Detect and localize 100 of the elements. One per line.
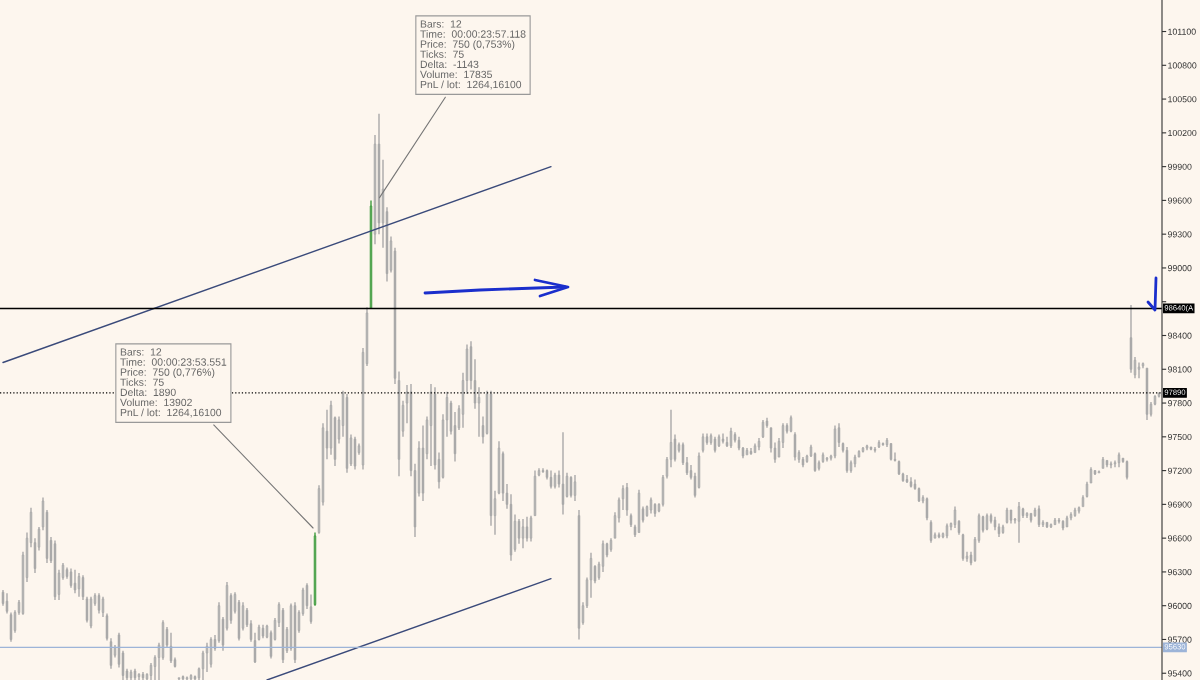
- candlestick: [317, 484, 321, 535]
- y-tick-label: 97200: [1167, 467, 1192, 474]
- y-tick-label: 95400: [1167, 670, 1192, 677]
- candlestick: [953, 505, 957, 529]
- candlestick: [273, 617, 277, 642]
- candlestick: [701, 432, 705, 454]
- candlestick: [425, 415, 429, 461]
- candlestick: [973, 536, 977, 563]
- y-tick-label: 100800: [1168, 62, 1197, 69]
- candlestick: [617, 496, 621, 524]
- candlestick: [153, 654, 157, 680]
- candlestick: [1153, 394, 1157, 406]
- candlestick: [77, 572, 81, 598]
- y-tick-label: 100200: [1168, 129, 1197, 137]
- candlestick: [277, 601, 281, 628]
- candlestick: [29, 507, 33, 548]
- candlestick: [161, 619, 165, 661]
- y-tick-label: 99900: [1167, 163, 1192, 170]
- candlestick: [177, 677, 181, 680]
- candlestick: [313, 531, 317, 607]
- candlestick: [233, 591, 237, 615]
- candlestick: [497, 440, 501, 495]
- candlestick: [57, 568, 61, 601]
- candlestick: [669, 409, 673, 468]
- candlestick: [461, 371, 465, 429]
- candlestick: [833, 424, 837, 459]
- candlestick: [197, 666, 201, 680]
- candlestick: [985, 512, 989, 531]
- candlestick: [25, 531, 29, 583]
- candlestick: [581, 601, 585, 626]
- candlestick: [553, 472, 557, 490]
- candlestick: [389, 235, 393, 274]
- candlestick: [265, 624, 269, 640]
- candlestick: [1133, 356, 1137, 379]
- candlestick: [289, 602, 293, 652]
- candlestick: [1117, 451, 1121, 468]
- y-tick-label: 96000: [1167, 602, 1192, 609]
- candlestick: [601, 539, 605, 573]
- candlestick: [649, 496, 653, 515]
- candlestick: [781, 422, 785, 449]
- y-tick-label: 95700: [1167, 636, 1192, 643]
- candlestick: [373, 134, 377, 245]
- y-tick-label: 96900: [1167, 501, 1192, 508]
- candlestick: [241, 601, 245, 632]
- candlestick: [61, 562, 65, 581]
- candlestick: [661, 474, 665, 508]
- candlestick: [89, 595, 93, 629]
- candlestick: [665, 456, 669, 480]
- candlestick: [21, 550, 25, 616]
- candlestick: [1089, 466, 1093, 484]
- candlestick: [349, 433, 353, 467]
- y-tick-label: 98400: [1167, 332, 1192, 339]
- candlestick: [585, 576, 589, 609]
- candlestick: [37, 526, 41, 552]
- candlestick: [1081, 494, 1085, 508]
- candlestick: [529, 514, 533, 543]
- candlestick: [1005, 507, 1009, 525]
- candlestick: [225, 581, 229, 632]
- candlestick: [1101, 456, 1105, 470]
- y-tick-label: 99300: [1167, 231, 1192, 238]
- annotation: Bars: 12 Time: 00:00:23:53.551 Price: 750 (0,776%) Ticks: 75 Delta: 1890 Volume: 13902 PnL / lot: 1264,16100: [120, 348, 227, 418]
- candlestick: [329, 400, 333, 456]
- candlestick: [809, 444, 813, 458]
- y-tick-label: 96600: [1167, 535, 1192, 542]
- candlestick: [697, 451, 701, 490]
- candlestick: [573, 474, 577, 502]
- candlestick: [41, 496, 45, 531]
- candlestick: [417, 440, 421, 498]
- y-tick-label: 100500: [1168, 96, 1197, 103]
- candlestick: [717, 433, 721, 448]
- candlestick: [201, 650, 205, 680]
- candlestick: [977, 512, 981, 544]
- y-tick-label: 97800: [1167, 400, 1192, 407]
- candlestick: [513, 513, 517, 553]
- candlestick: [521, 518, 525, 549]
- candlestick: [285, 626, 289, 654]
- candlestick: [1085, 481, 1089, 499]
- y-tick-label: 96300: [1167, 568, 1192, 576]
- candlestick: [533, 469, 537, 517]
- candlestick: [337, 415, 341, 445]
- candlestick: [485, 389, 489, 436]
- candlestick: [257, 624, 261, 642]
- candlestick: [761, 419, 765, 439]
- candlestick: [1065, 514, 1069, 528]
- y-tick-label: 101100: [1168, 28, 1196, 35]
- candlestick: [565, 472, 569, 499]
- candlestick: [637, 489, 641, 534]
- y-tick-label: 99000: [1167, 265, 1192, 272]
- candlestick: [1149, 401, 1153, 418]
- y-tick-label: 97500: [1167, 433, 1192, 441]
- candlestick: [429, 383, 433, 467]
- candlestick: [621, 484, 625, 511]
- candlestick: [849, 459, 853, 474]
- candlestick: [457, 404, 461, 431]
- candlestick: [589, 552, 593, 599]
- candlestick: [361, 347, 365, 471]
- candlestick: [789, 414, 793, 434]
- candlestick: [157, 642, 161, 680]
- candlestick: [209, 636, 213, 669]
- candlestick: [405, 384, 409, 425]
